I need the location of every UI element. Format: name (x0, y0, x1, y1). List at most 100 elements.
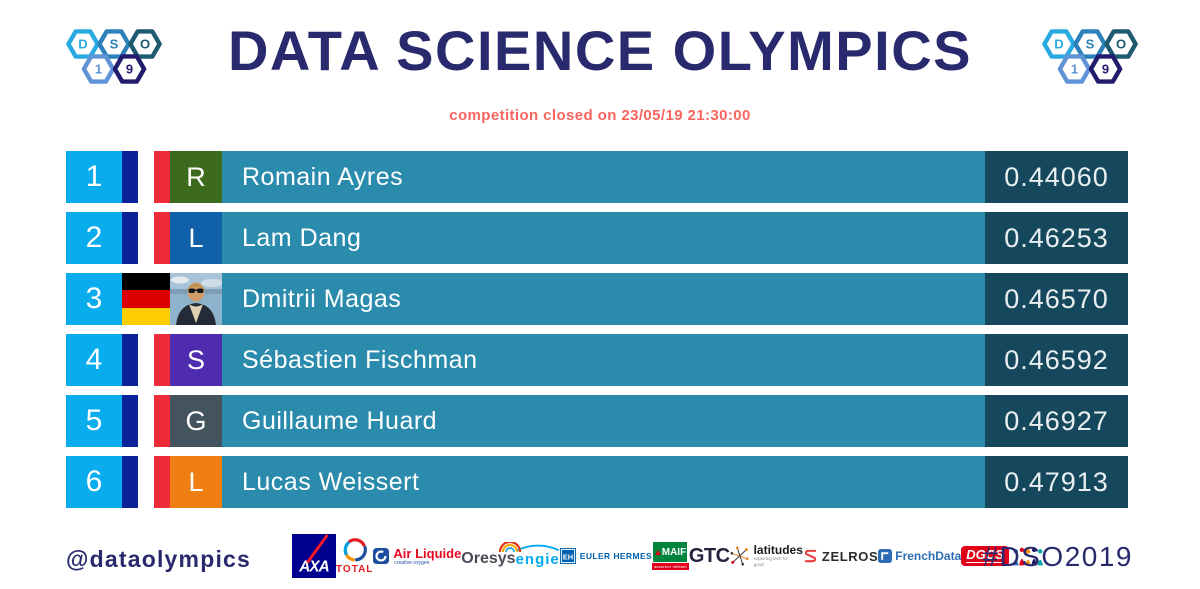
hexagon-letter: S (1086, 37, 1095, 52)
engie-label: engie (515, 551, 560, 568)
oresys-label: Oresys (461, 549, 516, 567)
hexagon-letter: 1 (1071, 62, 1078, 77)
hexagon-letter: S (110, 37, 119, 52)
sponsor-frenchdata-logo: FrenchData (878, 549, 961, 563)
flag-stripe (122, 273, 170, 291)
player-name: Sébastien Fischman (222, 334, 985, 386)
flag-stripe (154, 334, 170, 386)
frenchdata-label: FrenchData (895, 549, 962, 563)
avatar-photo (170, 273, 222, 325)
sponsor-euler-hermes-logo: EH EULER HERMES (559, 548, 653, 564)
flag-stripe (122, 307, 170, 325)
flag-stripe (122, 151, 138, 203)
flag-stripe (138, 456, 154, 508)
flag-france (122, 456, 170, 508)
sponsor-total-logo: TOTAL (336, 537, 373, 575)
avatar-photo-image (170, 273, 222, 325)
flag-stripe (138, 212, 154, 264)
flag-stripe (122, 456, 138, 508)
sponsor-latitudes-logo: latitudes exploring tech for good (730, 544, 803, 568)
latitudes-network-icon (730, 546, 749, 566)
dso19-logo-right: D S O 1 9 (1042, 28, 1138, 86)
dso19-hexagons-icon: D S O 1 9 (1042, 29, 1138, 84)
sponsor-maif-logo: MAIF assureur militant (652, 542, 689, 570)
score-value: 0.47913 (985, 456, 1128, 508)
dgcs-underline (966, 562, 1004, 564)
hexagon-outline (1088, 54, 1123, 84)
sponsor-engie-logo: engie (516, 544, 560, 568)
flag-france (122, 212, 170, 264)
dgcs-label: DGCS (966, 546, 1004, 562)
hexagon-outline (81, 54, 116, 84)
hexagon-letter: D (1054, 37, 1063, 52)
player-name: Lucas Weissert (222, 456, 985, 508)
flag-stripe (154, 212, 170, 264)
score-value: 0.46592 (985, 334, 1128, 386)
flag-stripe (138, 151, 154, 203)
total-globe-icon (343, 538, 367, 562)
sponsor-oresys-logo: Oresys (461, 541, 521, 568)
air-liquide-icon (373, 548, 390, 564)
rank-cell: 1 (66, 151, 122, 203)
flag-stripe (122, 212, 138, 264)
flag-germany (122, 273, 170, 325)
dso19-logo-left: D S O 1 9 (66, 28, 162, 86)
avatar-initial: S (170, 334, 222, 386)
flag-stripe (122, 334, 138, 386)
euler-hermes-icon: EH (559, 548, 576, 564)
axa-icon: AXA (292, 534, 336, 578)
player-name: Guillaume Huard (222, 395, 985, 447)
flag-stripe (138, 334, 154, 386)
oresys-rainbow-icon (498, 541, 521, 552)
latitudes-tagline: exploring tech for good (753, 556, 789, 567)
score-value: 0.46927 (985, 395, 1128, 447)
rank-cell: 6 (66, 456, 122, 508)
flag-stripe (122, 395, 138, 447)
euler-hermes-abbr: EH (563, 552, 573, 561)
axa-label: AXA (298, 558, 328, 575)
dgcs-people-icon (1012, 547, 1043, 566)
leaderboard-row: 2 L Lam Dang 0.46253 (66, 212, 1128, 264)
flag-france (122, 334, 170, 386)
hexagon-outline (112, 54, 147, 84)
gtc-label: GTC (688, 544, 730, 567)
hexagon-outline (1104, 29, 1138, 59)
maif-tagline: assureur militant (652, 563, 689, 570)
flag-stripe (154, 395, 170, 447)
leaderboard-row: 1 R Romain Ayres 0.44060 (66, 151, 1128, 203)
twitter-handle: @dataolympics (66, 546, 252, 572)
sponsor-dgcs-logo: DGCS (961, 545, 1044, 567)
maif-label: MAIF (661, 546, 687, 558)
event-hashtag: #DSO2019 (982, 541, 1133, 572)
zelros-label: ZELROS (821, 548, 879, 564)
avatar-initial: R (170, 151, 222, 203)
hexagon-outline (128, 29, 162, 59)
rank-cell: 3 (66, 273, 122, 325)
zelros-z-icon (804, 549, 817, 563)
flag-stripe (154, 456, 170, 508)
page-title: DATA SCIENCE OLYMPICS (227, 19, 973, 82)
flag-stripe (138, 395, 154, 447)
flag-stripe (122, 290, 170, 308)
avatar-initial: L (170, 212, 222, 264)
score-value: 0.46570 (985, 273, 1128, 325)
score-value: 0.44060 (985, 151, 1128, 203)
total-label: TOTAL (336, 564, 374, 575)
frenchdata-icon (878, 549, 893, 563)
hexagon-letter: 9 (1102, 62, 1109, 77)
flag-stripe (154, 151, 170, 203)
air-liquide-tagline: creative oxygen (394, 559, 430, 566)
player-name: Romain Ayres (222, 151, 985, 203)
sponsor-axa-logo: AXA (292, 534, 336, 578)
flag-france (122, 395, 170, 447)
player-name: Dmitrii Magas (222, 273, 985, 325)
flag-france (122, 151, 170, 203)
competition-closed-status: competition closed on 23/05/19 21:30:00 (449, 107, 751, 124)
sponsor-gtc-logo: GTC (689, 545, 730, 568)
latitudes-label: latitudes (753, 543, 803, 558)
dso19-hexagons-icon: D S O 1 9 (66, 29, 162, 84)
score-value: 0.46253 (985, 212, 1128, 264)
hexagon-letter: 1 (95, 62, 102, 77)
air-liquide-label: Air Liquide (393, 545, 462, 561)
euler-hermes-label: EULER HERMES (579, 551, 653, 561)
